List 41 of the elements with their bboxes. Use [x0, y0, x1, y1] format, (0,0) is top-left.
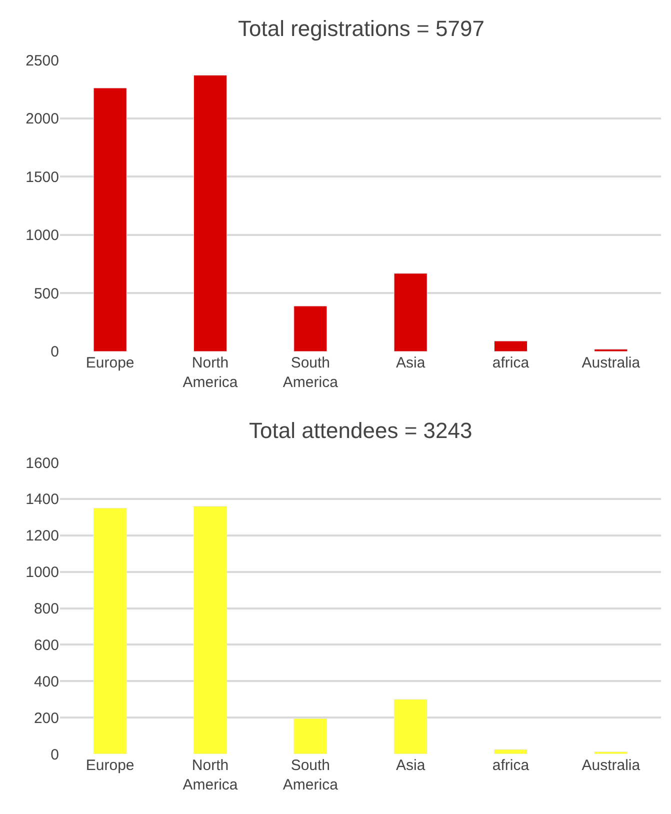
y-tick-label: 600	[34, 636, 59, 654]
y-tick-label: 800	[34, 600, 59, 618]
y-tick-label: 1500	[26, 168, 59, 186]
bar	[193, 506, 228, 754]
bar	[294, 718, 328, 754]
y-tick-label: 1600	[26, 454, 59, 472]
x-tick-label: South America	[282, 757, 339, 794]
x-tick-label: North America	[182, 354, 238, 391]
x-tick-label: Asia	[396, 354, 426, 372]
x-tick-label: Europe	[86, 354, 134, 372]
x-tick-label: South America	[282, 354, 339, 391]
bar	[93, 88, 127, 352]
x-tick-label: Australia	[582, 757, 641, 774]
bar	[93, 508, 127, 754]
y-tick-label: 500	[34, 285, 59, 302]
x-tick-label: Australia	[582, 354, 641, 372]
y-tick-label: 1400	[26, 491, 59, 508]
chart-title: Total attendees = 3243	[249, 418, 472, 443]
y-tick-label: 200	[34, 710, 59, 727]
chart-title: Total registrations = 5797	[238, 16, 484, 41]
bar	[394, 699, 428, 754]
x-tick-label: North America	[182, 757, 238, 794]
y-tick-label: 0	[50, 746, 59, 764]
bar	[494, 749, 528, 754]
bar	[193, 74, 228, 352]
y-tick-label: 1200	[26, 528, 59, 545]
bar	[394, 273, 428, 352]
y-tick-label: 1000	[26, 227, 59, 244]
bar	[594, 751, 628, 754]
x-tick-label: Asia	[396, 757, 426, 774]
x-tick-label: Europe	[86, 757, 134, 774]
bar	[294, 306, 328, 352]
bar	[594, 348, 628, 352]
bar	[494, 340, 528, 352]
y-tick-label: 1000	[26, 564, 59, 582]
y-tick-label: 0	[50, 344, 59, 361]
y-tick-label: 2000	[26, 110, 59, 128]
x-tick-label: africa	[492, 354, 530, 372]
y-tick-label: 2500	[26, 52, 59, 70]
x-tick-label: africa	[492, 757, 530, 774]
y-tick-label: 400	[34, 673, 59, 690]
